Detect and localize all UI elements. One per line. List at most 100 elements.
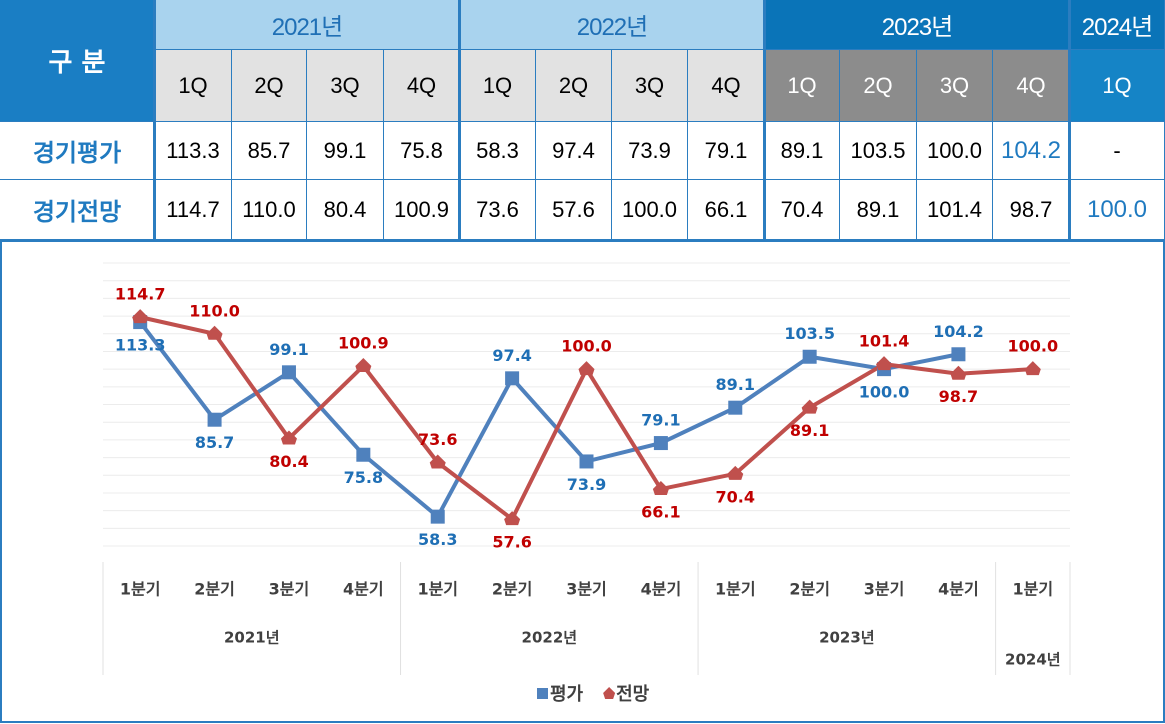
data-label: 113.3 — [115, 336, 166, 355]
data-cell: 101.4 — [917, 180, 993, 240]
data-label: 98.7 — [939, 387, 978, 406]
data-label: 100.9 — [338, 333, 389, 352]
year-header: 2021년 — [155, 0, 460, 50]
data-label: 73.9 — [567, 475, 606, 494]
data-cell: 113.3 — [155, 122, 232, 180]
data-cell: 89.1 — [840, 180, 917, 240]
quarter-header: 1Q — [765, 50, 840, 122]
quarter-header: 2Q — [840, 50, 917, 122]
data-label: 89.1 — [790, 421, 829, 440]
data-label: 97.4 — [492, 346, 531, 365]
year-separator — [1068, 0, 1071, 240]
data-label: 101.4 — [859, 332, 910, 351]
x-group-label: 2023년 — [819, 629, 875, 647]
x-tick-label: 3분기 — [864, 580, 905, 599]
data-label: 75.8 — [344, 468, 383, 487]
data-cell: 114.7 — [155, 180, 232, 240]
marker — [207, 412, 222, 427]
quarter-header: 2Q — [232, 50, 307, 122]
marker — [355, 357, 372, 372]
data-cell: 57.6 — [536, 180, 612, 240]
marker — [206, 325, 223, 340]
data-label: 79.1 — [641, 411, 680, 430]
marker — [652, 481, 669, 496]
marker — [356, 447, 371, 462]
data-cell: 70.4 — [765, 180, 840, 240]
legend-marker — [603, 687, 616, 699]
marker — [951, 347, 966, 362]
year-separator — [153, 0, 156, 240]
data-cell: 80.4 — [307, 180, 384, 240]
year-header: 2022년 — [460, 0, 765, 50]
year-header: 2023년 — [765, 0, 1070, 50]
data-label: 114.7 — [115, 285, 166, 304]
data-cell: 99.1 — [307, 122, 384, 180]
quarter-header: 1Q — [1070, 50, 1165, 122]
data-cell: 103.5 — [840, 122, 917, 180]
marker — [727, 465, 744, 480]
marker — [429, 454, 446, 469]
quarter-header: 4Q — [384, 50, 460, 122]
data-cell: 104.2 — [993, 122, 1070, 180]
x-group-label: 2024년 — [1005, 651, 1061, 669]
data-label: 100.0 — [561, 337, 612, 356]
data-cell: 98.7 — [993, 180, 1070, 240]
marker — [578, 361, 595, 376]
quarter-header: 2Q — [536, 50, 612, 122]
corner-header: 구 분 — [0, 0, 155, 122]
x-tick-label: 1분기 — [1013, 580, 1054, 599]
legend-marker — [537, 688, 548, 699]
marker — [132, 309, 149, 324]
data-label: 57.6 — [492, 533, 531, 552]
data-cell: 73.9 — [612, 122, 688, 180]
data-label: 80.4 — [269, 452, 308, 471]
data-label: 100.0 — [859, 383, 910, 402]
x-tick-label: 2분기 — [789, 580, 830, 599]
marker — [504, 511, 521, 526]
marker — [281, 365, 296, 380]
marker — [801, 399, 818, 414]
data-label: 58.3 — [418, 530, 457, 549]
data-cell: 100.0 — [917, 122, 993, 180]
quarter-header: 3Q — [307, 50, 384, 122]
marker — [653, 436, 668, 451]
x-tick-label: 2분기 — [194, 580, 235, 599]
series-line — [138, 320, 959, 520]
marker — [1024, 361, 1041, 376]
quarter-header: 3Q — [917, 50, 993, 122]
data-label: 100.0 — [1008, 337, 1059, 356]
chart-frame — [0, 240, 1165, 723]
data-label: 103.5 — [784, 324, 835, 343]
year-separator — [763, 0, 766, 240]
marker — [876, 356, 893, 371]
marker — [505, 371, 520, 386]
quarter-header: 1Q — [155, 50, 232, 122]
data-cell: 97.4 — [536, 122, 612, 180]
x-tick-label: 1분기 — [120, 580, 161, 599]
x-tick-label: 1분기 — [417, 580, 458, 599]
x-group-label: 2022년 — [522, 629, 578, 647]
year-separator — [458, 0, 461, 240]
data-label: 99.1 — [269, 340, 308, 359]
x-tick-label: 3분기 — [566, 580, 607, 599]
data-cell: 73.6 — [460, 180, 536, 240]
x-tick-label: 1분기 — [715, 580, 756, 599]
quarter-header: 1Q — [460, 50, 536, 122]
data-cell: 85.7 — [232, 122, 307, 180]
data-cell: 89.1 — [765, 122, 840, 180]
data-label: 73.6 — [418, 430, 457, 449]
data-cell: 100.0 — [1070, 180, 1165, 240]
x-tick-label: 4분기 — [938, 580, 979, 599]
x-tick-label: 4분기 — [343, 580, 384, 599]
x-tick-label: 4분기 — [641, 580, 682, 599]
marker — [802, 349, 817, 364]
marker — [430, 509, 445, 524]
data-label: 70.4 — [716, 487, 755, 506]
marker — [280, 430, 297, 445]
quarter-header: 4Q — [688, 50, 765, 122]
data-label: 85.7 — [195, 433, 234, 452]
x-group-label: 2021년 — [224, 629, 280, 647]
marker — [950, 365, 967, 380]
